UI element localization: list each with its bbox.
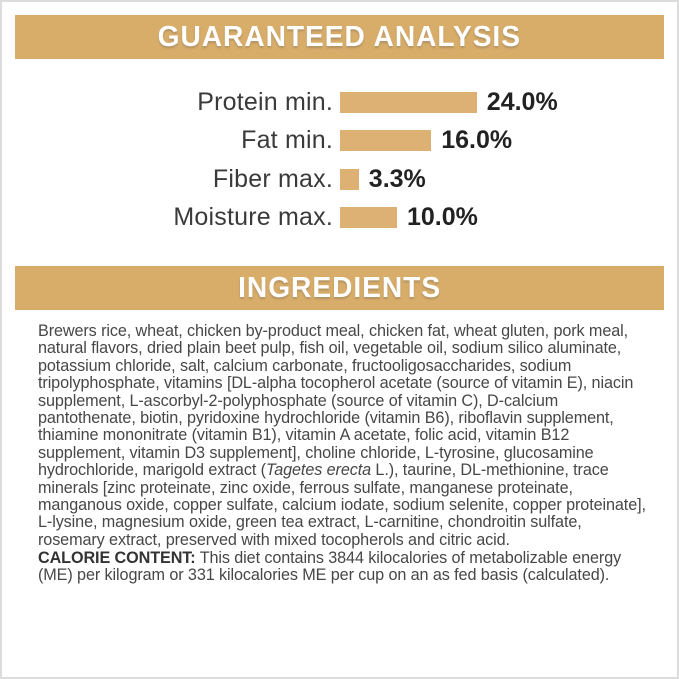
ingredients-text-start: Brewers rice, wheat, chicken by-product … bbox=[38, 322, 634, 480]
fat-bar bbox=[340, 130, 432, 152]
fat-value: 16.0% bbox=[441, 126, 513, 155]
ingredients-banner: INGREDIENTS bbox=[15, 266, 664, 310]
chart-row-fat: Fat min. 16.0% bbox=[2, 122, 677, 161]
chart-row-fiber: Fiber max. 3.3% bbox=[2, 160, 677, 199]
ingredients-latin-name: Tagetes erecta bbox=[265, 461, 372, 480]
fiber-bar bbox=[340, 168, 359, 190]
protein-value: 24.0% bbox=[486, 87, 558, 116]
fiber-value: 3.3% bbox=[368, 164, 426, 193]
protein-bar bbox=[340, 91, 477, 113]
moisture-bar bbox=[340, 207, 397, 229]
ingredients-text-end: L.), taurine, DL-methionine, trace miner… bbox=[38, 461, 646, 549]
ingredients-title: INGREDIENTS bbox=[238, 271, 441, 304]
ingredients-paragraph: Brewers rice, wheat, chicken by-product … bbox=[38, 322, 651, 549]
fiber-label: Fiber max. bbox=[212, 164, 333, 193]
chart-row-moisture: Moisture max. 10.0% bbox=[2, 199, 677, 238]
calorie-content-text: This diet contains 3844 kilocalories of … bbox=[38, 549, 622, 585]
moisture-value: 10.0% bbox=[407, 203, 478, 232]
guaranteed-analysis-chart: Protein min. 24.0% Fat min. 16.0% Fiber … bbox=[2, 83, 677, 237]
calorie-content-heading: CALORIE CONTENT: bbox=[38, 549, 196, 567]
protein-label: Protein min. bbox=[197, 87, 333, 116]
fat-label: Fat min. bbox=[241, 126, 333, 155]
guaranteed-analysis-banner: GUARANTEED ANALYSIS bbox=[15, 15, 664, 59]
moisture-label: Moisture max. bbox=[173, 203, 333, 232]
calorie-content-paragraph: CALORIE CONTENT: This diet contains 3844… bbox=[38, 549, 651, 585]
chart-row-protein: Protein min. 24.0% bbox=[2, 83, 677, 122]
guaranteed-analysis-title: GUARANTEED ANALYSIS bbox=[157, 20, 522, 53]
